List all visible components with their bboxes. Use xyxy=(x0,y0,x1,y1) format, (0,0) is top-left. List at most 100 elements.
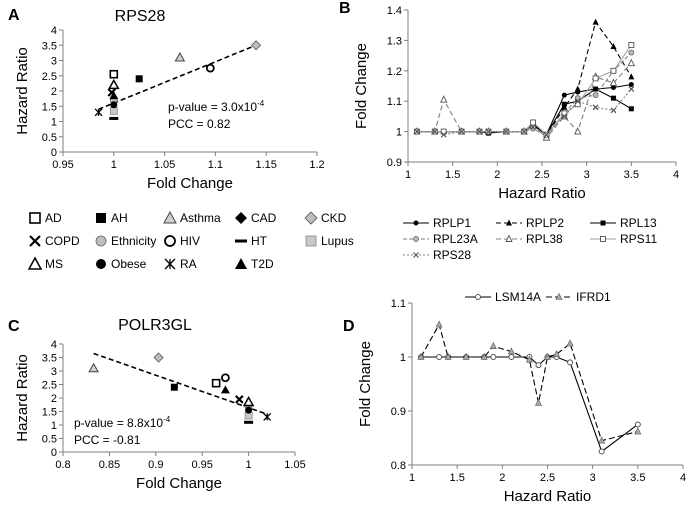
x-tick-label: 1.05 xyxy=(154,159,175,171)
legend-entry: RPLP2 xyxy=(496,216,564,230)
legend-label: RPL23A xyxy=(433,232,478,246)
series-point-rplp1 xyxy=(628,81,634,87)
series-point-lsm14a xyxy=(634,421,641,428)
series-point-rps28 xyxy=(440,131,447,138)
legend-item-label: COPD xyxy=(45,234,80,248)
series-point-lsm14a xyxy=(508,354,515,360)
trendline xyxy=(98,44,257,111)
legend-marker xyxy=(96,259,106,269)
series-point-rps28 xyxy=(543,131,550,138)
legend-item-t2d: T2D xyxy=(235,257,274,271)
series-point-lsm14a xyxy=(567,359,574,366)
legend-item-label: AD xyxy=(45,211,62,225)
series-point-ifrd1 xyxy=(435,320,443,328)
legend-item-label: MS xyxy=(45,257,63,271)
point-asthma xyxy=(174,51,186,62)
x-tick-label: 0.9 xyxy=(148,459,163,471)
legend-marker xyxy=(96,213,106,223)
x-axis-label: Hazard Ratio xyxy=(504,488,592,505)
series-line-rpl38 xyxy=(416,62,632,139)
legend-item-label: CAD xyxy=(251,211,277,225)
legend-item-obese: Obese xyxy=(96,257,147,271)
legend-marker xyxy=(235,239,247,243)
series-point-ifrd1 xyxy=(444,352,452,360)
series-point-ifrd1 xyxy=(534,398,542,406)
legend-entry: RPS11 xyxy=(590,232,657,246)
x-tick-label: 1 xyxy=(409,472,415,484)
legend-item-label: HIV xyxy=(180,234,200,248)
y-tick-label: 4 xyxy=(51,25,57,37)
series-point-rps28 xyxy=(530,124,536,130)
legend-marker xyxy=(163,210,177,224)
series-point-rplp2 xyxy=(628,73,635,80)
series-point-lsm14a xyxy=(436,354,443,360)
point-copd xyxy=(235,395,244,404)
chart-title: POLR3GL xyxy=(118,317,192,334)
y-tick-label: 1.2 xyxy=(387,66,402,78)
legend-label: RPL13 xyxy=(620,216,657,230)
y-axis-label: Hazard Ratio xyxy=(14,354,31,442)
y-axis-label: Fold Change xyxy=(357,341,374,427)
legend-item-label: Ethnicity xyxy=(111,234,156,248)
y-tick-label: 1 xyxy=(51,420,57,432)
series-point-ifrd1 xyxy=(480,352,488,360)
p-value-text: p-value = 3.0x10 xyxy=(168,100,257,114)
series-line-ifrd1 xyxy=(420,323,638,442)
x-tick-label: 1 xyxy=(405,169,411,181)
legend-label: RPLP2 xyxy=(526,216,564,230)
marker-legend: AD AH Asthma CAD CKD COPD Ethnicity HIV HT Lupus M… xyxy=(27,210,354,271)
series-point-rps28 xyxy=(610,107,617,114)
legend-swatch-marker xyxy=(475,294,481,300)
series-point-rps28 xyxy=(476,128,483,135)
point-asthma xyxy=(88,362,99,373)
y-tick-label: 3 xyxy=(51,366,57,378)
series-point-rpl13 xyxy=(628,106,634,112)
x-tick-label: 1.1 xyxy=(208,159,223,171)
y-tick-label: 1 xyxy=(51,117,57,129)
x-tick-label: 0.95 xyxy=(191,459,212,471)
x-tick-label: 2 xyxy=(494,169,500,181)
series-point-rplp2 xyxy=(610,42,617,49)
legend-label: IFRD1 xyxy=(576,290,611,304)
series-point-rps28 xyxy=(561,113,568,120)
series-point-rpl13 xyxy=(561,101,567,107)
legend-swatch-marker xyxy=(600,236,606,242)
series-line-rps28 xyxy=(416,88,632,136)
legend-entry: RPL13 xyxy=(590,216,657,230)
y-tick-label: 2.5 xyxy=(42,71,57,83)
x-axis-label: Fold Change xyxy=(147,175,233,192)
series-point-rpl23a xyxy=(592,92,599,98)
series-point-rps28 xyxy=(521,128,528,135)
point-ms xyxy=(242,396,255,407)
legend-item-label: RA xyxy=(180,257,197,271)
point-ht xyxy=(244,420,254,424)
y-tick-label: 2 xyxy=(51,393,57,405)
y-tick-label: 3.5 xyxy=(42,353,57,365)
x-tick-label: 2.5 xyxy=(534,169,549,181)
legend-marker xyxy=(164,235,176,247)
series-point-ifrd1 xyxy=(544,352,551,360)
y-tick-label: 0 xyxy=(51,447,57,459)
legend-item-copd: COPD xyxy=(29,234,80,248)
point-ra xyxy=(94,108,103,117)
y-tick-label: 4 xyxy=(51,339,57,351)
x-tick-label: 1.05 xyxy=(284,459,305,471)
trendline xyxy=(93,352,268,415)
legend-swatch-marker xyxy=(413,236,419,242)
panel-label: C xyxy=(8,318,20,335)
legend-swatch-marker xyxy=(555,292,563,300)
point-t2d xyxy=(220,385,230,394)
series-point-rps11 xyxy=(628,42,635,48)
panel-d: D 1 1.5 2 2.5 3 3.5 4 0.8 0.9 1 1.1 Hazard Ratio Fold… xyxy=(343,290,686,505)
series-point-rplp1 xyxy=(610,85,616,91)
series-point-rpl23a xyxy=(628,49,635,56)
series-point-ifrd1 xyxy=(489,342,497,350)
legend-item-label: Lupus xyxy=(321,234,354,248)
legend-marker xyxy=(304,211,318,225)
legend-entry: IFRD1 xyxy=(546,290,611,304)
x-tick-label: 1.5 xyxy=(450,472,465,484)
series-point-rps11 xyxy=(610,67,617,74)
series-point-rpl38 xyxy=(440,95,448,103)
point-ckd xyxy=(250,40,262,51)
series-line-rplp2 xyxy=(416,20,632,138)
